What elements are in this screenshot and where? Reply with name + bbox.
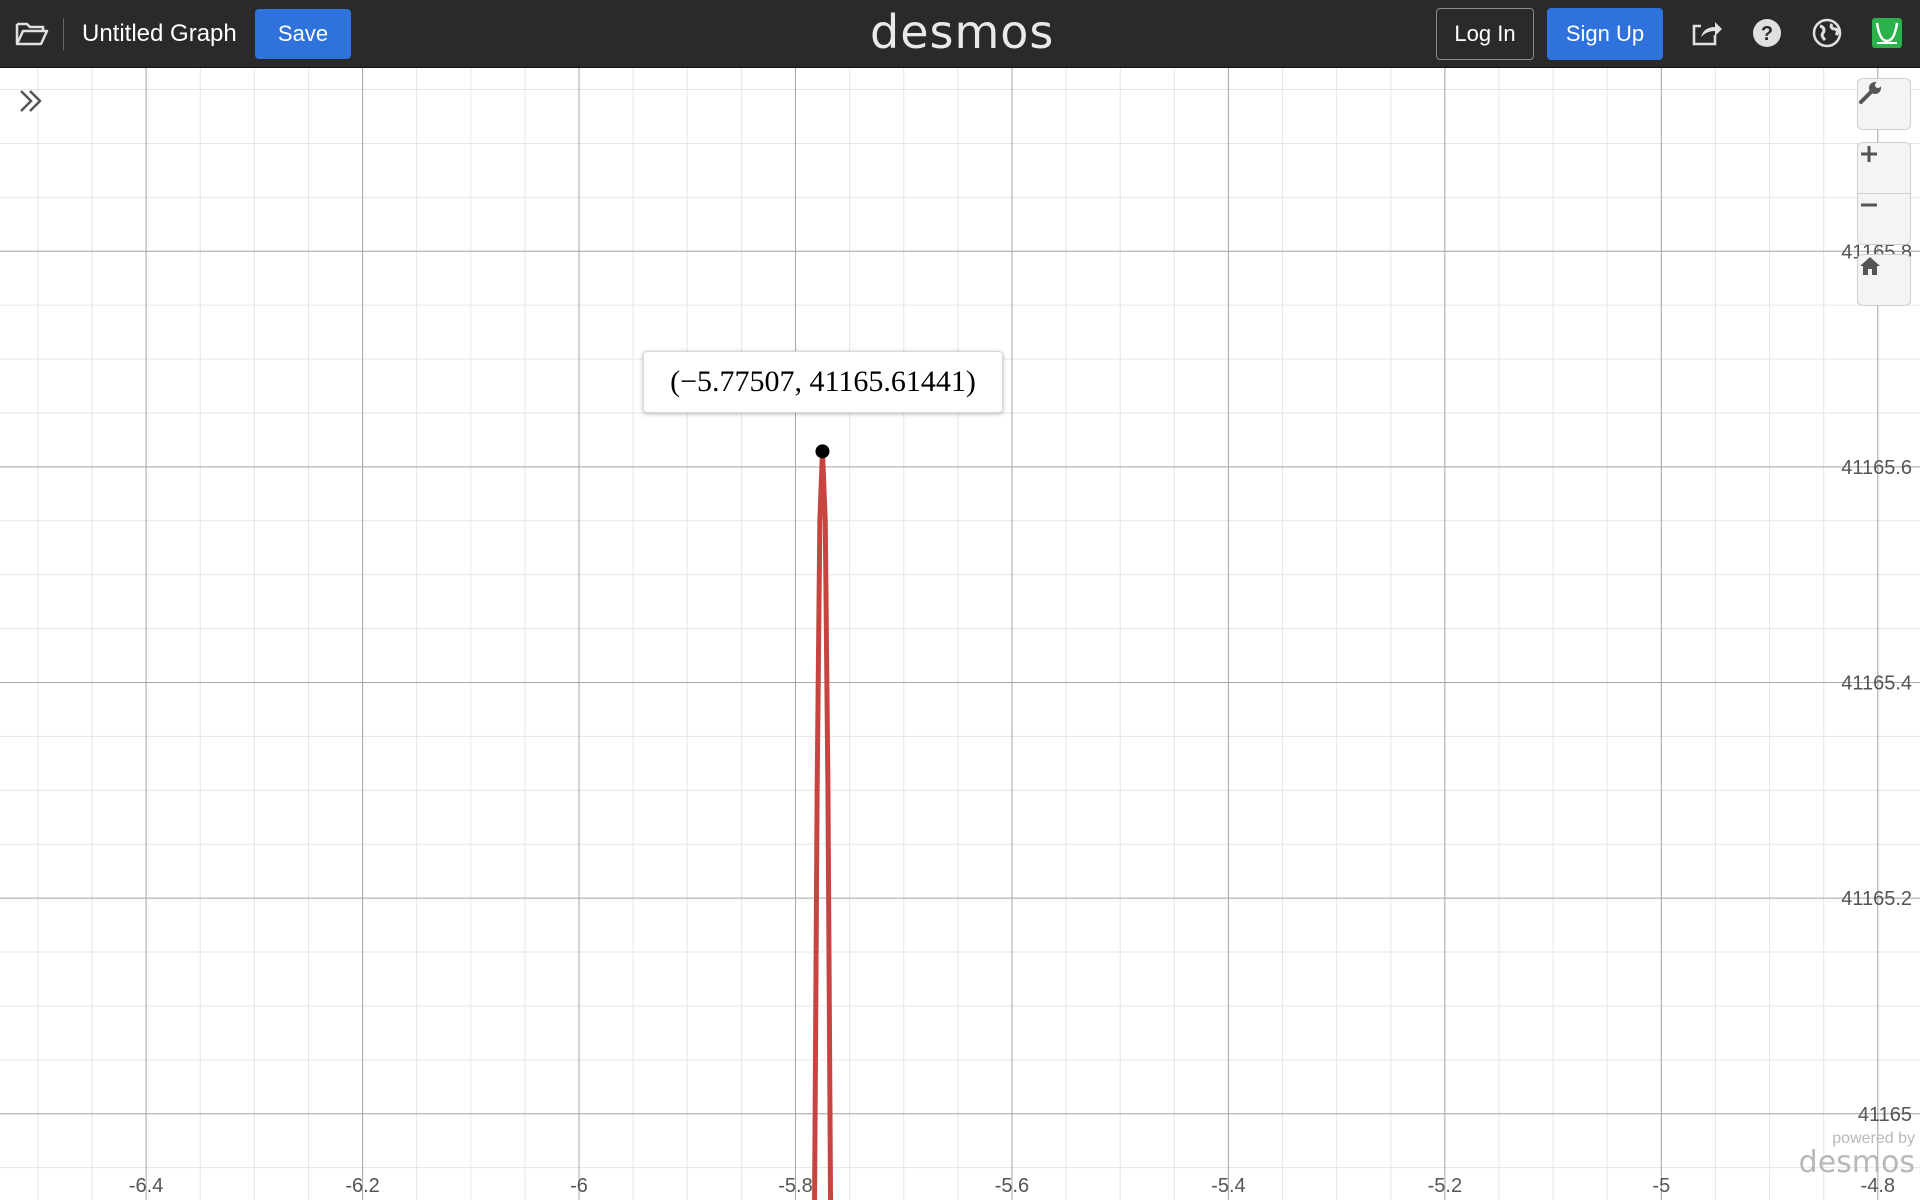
svg-text:?: ? bbox=[1761, 23, 1773, 45]
graph-canvas[interactable]: -6.4 -6.2 -6 -5.8 -5.6 -5.4 -5.2 -5 -4.8 41165 411… bbox=[0, 68, 1920, 1200]
expand-expression-list-button[interactable] bbox=[16, 86, 52, 122]
y-tick-label: 41165 bbox=[1858, 1104, 1912, 1126]
powered-by-text: powered by bbox=[1832, 1130, 1915, 1147]
header-divider bbox=[63, 18, 64, 50]
maximum-point bbox=[815, 444, 830, 459]
x-tick-label: -5 bbox=[1652, 1175, 1670, 1197]
chevron-double-right-icon bbox=[20, 90, 42, 112]
accessibility-icon bbox=[1872, 18, 1902, 48]
share-button[interactable] bbox=[1688, 14, 1726, 52]
help-button[interactable]: ? bbox=[1748, 14, 1786, 52]
x-tick-label: -6 bbox=[570, 1175, 588, 1197]
x-tick-label: -6.2 bbox=[345, 1175, 379, 1197]
y-tick-label: 41165.2 bbox=[1841, 888, 1912, 910]
open-graph-button[interactable] bbox=[12, 16, 52, 52]
share-icon bbox=[1692, 22, 1722, 46]
x-tick-label: -4.8 bbox=[1861, 1175, 1895, 1197]
folder-open-icon bbox=[15, 22, 49, 46]
top-bar: Untitled Graph Save desmos Log In Sign U… bbox=[0, 0, 1920, 68]
zoom-out-icon bbox=[1861, 203, 1877, 207]
powered-by-logo: desmos bbox=[1798, 1145, 1915, 1180]
x-tick-label: -5.4 bbox=[1211, 1175, 1245, 1197]
point-coordinate-label: (−5.77507, 41165.61441) bbox=[643, 351, 1003, 413]
default-viewport-button[interactable] bbox=[1857, 254, 1911, 306]
log-in-button[interactable]: Log In bbox=[1436, 8, 1534, 60]
home-icon bbox=[1860, 257, 1880, 275]
y-tick-label: 41165.4 bbox=[1841, 673, 1912, 695]
zoom-in-icon bbox=[1861, 146, 1877, 162]
desmos-logo: desmos bbox=[870, 5, 1055, 59]
graph-title[interactable]: Untitled Graph bbox=[82, 20, 237, 47]
function-curve bbox=[812, 448, 834, 1200]
help-icon: ? bbox=[1753, 19, 1781, 47]
x-tick-label: -6.4 bbox=[129, 1175, 163, 1197]
graph-paper[interactable]: -6.4 -6.2 -6 -5.8 -5.6 -5.4 -5.2 -5 -4.8 41165 411… bbox=[0, 68, 1920, 1200]
x-tick-label: -5.8 bbox=[778, 1175, 812, 1197]
save-button[interactable]: Save bbox=[255, 9, 351, 59]
language-button[interactable] bbox=[1808, 14, 1846, 52]
accessibility-button[interactable] bbox=[1868, 14, 1906, 52]
x-tick-label: -5.6 bbox=[995, 1175, 1029, 1197]
y-tick-label: 41165.6 bbox=[1841, 457, 1912, 479]
wrench-icon bbox=[1859, 82, 1881, 104]
globe-icon bbox=[1812, 18, 1842, 48]
graph-settings-button[interactable] bbox=[1857, 78, 1911, 130]
powered-by-desmos: powered by desmos bbox=[1785, 1130, 1915, 1178]
zoom-out-button[interactable] bbox=[1857, 193, 1911, 245]
sign-up-button[interactable]: Sign Up bbox=[1547, 8, 1663, 60]
zoom-in-button[interactable] bbox=[1857, 142, 1911, 194]
x-tick-label: -5.2 bbox=[1428, 1175, 1462, 1197]
